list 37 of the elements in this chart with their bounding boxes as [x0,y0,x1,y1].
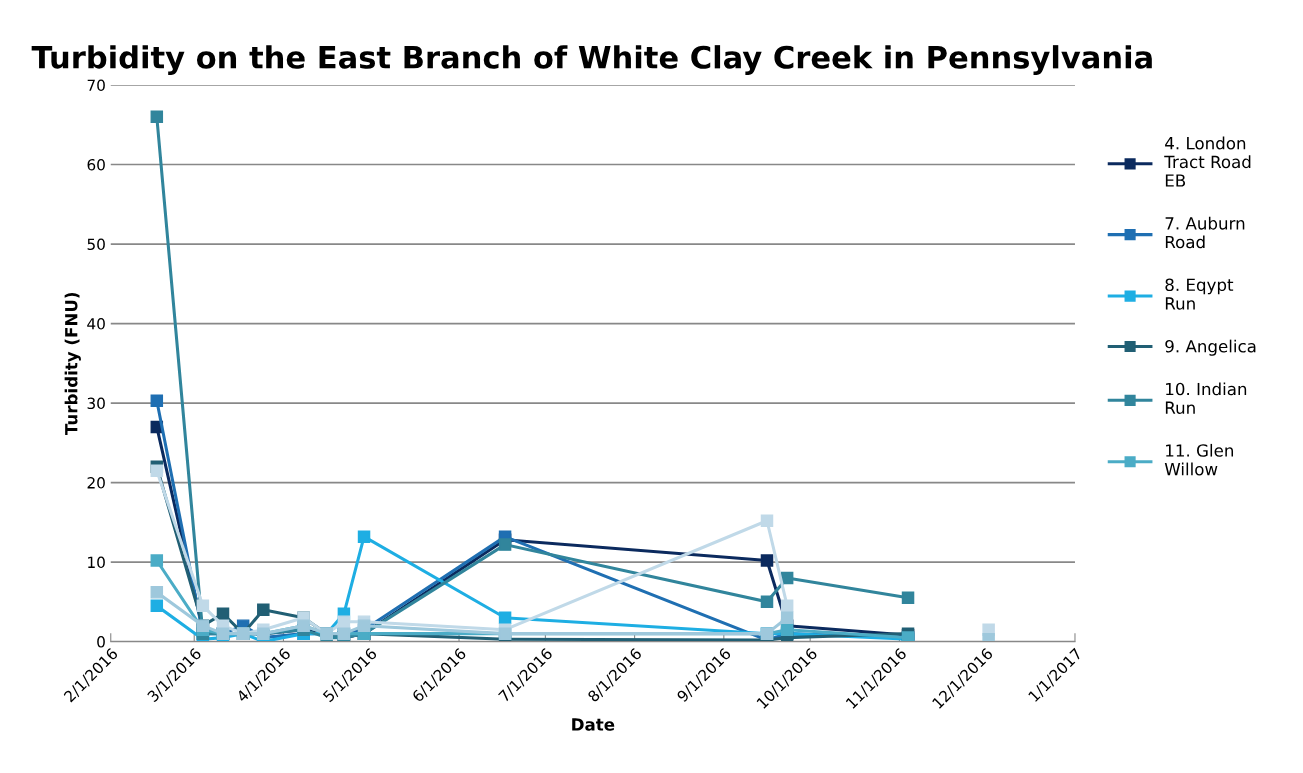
chart-title: Turbidity on the East Branch of White Clay Creek in Pennsylvania [31,45,1152,75]
y-tick-label: 60 [87,159,105,171]
point [150,586,164,599]
point [780,623,794,636]
legend-label: 9. Angelica [1165,339,1256,356]
point [150,599,164,613]
point [780,611,794,624]
point [498,538,512,551]
point [498,611,512,624]
y-tick-label: 30 [87,397,105,410]
y-tick-label: 50 [87,238,105,251]
legend-label: 8. Eqypt Run [1165,278,1234,310]
point [150,464,164,477]
y-tick-label: 70 [87,79,105,92]
legend-label: 4. London Tract Road EB [1164,136,1251,187]
point [357,619,371,632]
legend-label: 7. Auburn Road [1165,216,1245,249]
point [357,530,371,543]
point [982,632,995,642]
point [760,554,774,567]
x-axis-title: Date [572,718,615,731]
y-axis-title: Turbidity (FNU) [64,292,81,436]
point [337,615,351,628]
point [196,599,210,613]
point [901,591,915,605]
point [760,595,774,609]
point [150,394,164,407]
point [760,514,774,527]
y-tick-label: 40 [87,318,105,330]
point [150,554,164,567]
point [257,603,270,617]
legend-label: 10. Indian Run [1165,382,1247,415]
y-tick-label: 10 [88,556,105,569]
point [150,110,164,124]
y-tick-label: 0 [97,636,105,648]
y-tick-label: 20 [87,477,105,489]
legend-label: 11. Glen Willow [1164,443,1234,476]
